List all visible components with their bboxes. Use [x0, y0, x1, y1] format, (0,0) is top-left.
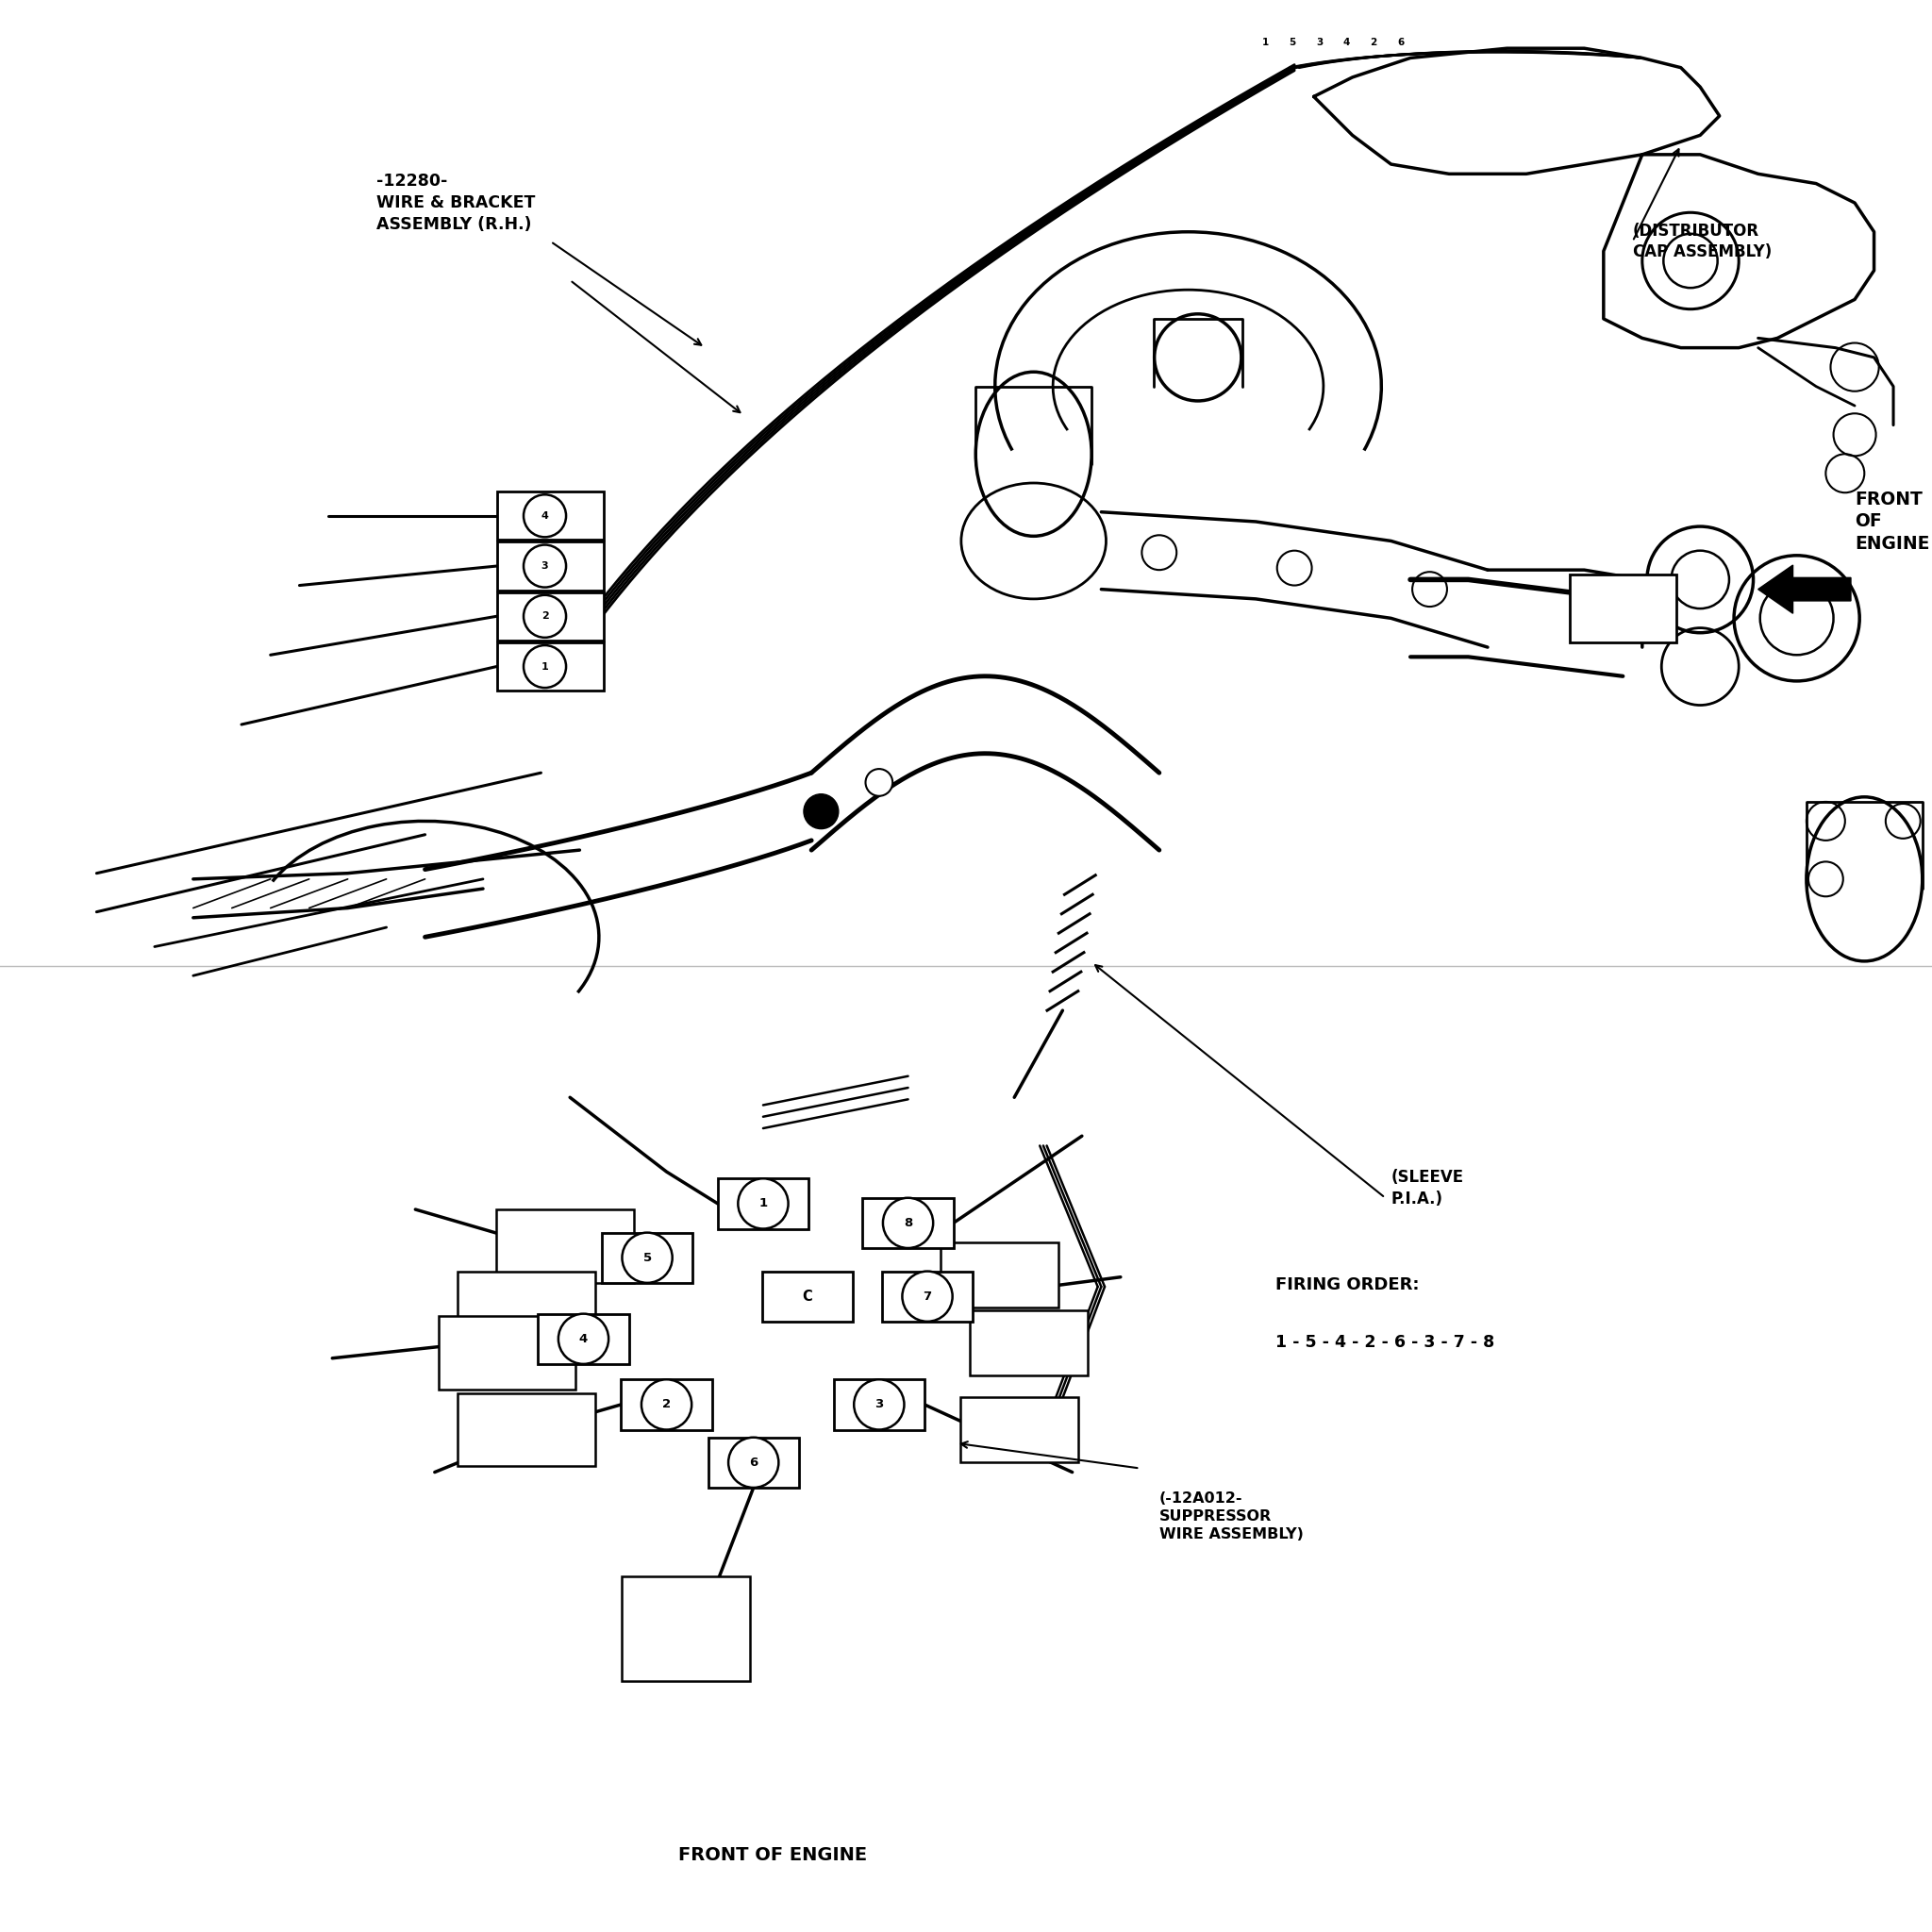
FancyBboxPatch shape: [960, 1397, 1078, 1463]
Text: 2: 2: [541, 612, 549, 620]
Circle shape: [902, 1271, 952, 1321]
FancyBboxPatch shape: [458, 1271, 595, 1345]
FancyBboxPatch shape: [881, 1271, 974, 1321]
Text: C: C: [802, 1289, 813, 1304]
Text: 5: 5: [1289, 39, 1296, 46]
FancyBboxPatch shape: [707, 1437, 800, 1488]
Text: 6: 6: [750, 1457, 757, 1468]
FancyBboxPatch shape: [1569, 574, 1677, 641]
Text: 1 - 5 - 4 - 2 - 6 - 3 - 7 - 8: 1 - 5 - 4 - 2 - 6 - 3 - 7 - 8: [1275, 1335, 1493, 1350]
Text: 1: 1: [541, 663, 549, 670]
FancyBboxPatch shape: [439, 1316, 576, 1389]
Text: 8: 8: [904, 1217, 912, 1229]
FancyBboxPatch shape: [497, 1209, 634, 1283]
Text: 3: 3: [1316, 39, 1323, 46]
Circle shape: [622, 1233, 672, 1283]
Text: 5: 5: [643, 1252, 651, 1264]
FancyBboxPatch shape: [497, 641, 603, 692]
FancyBboxPatch shape: [761, 1271, 854, 1321]
FancyBboxPatch shape: [537, 1314, 630, 1364]
Text: 3: 3: [875, 1399, 883, 1410]
Circle shape: [524, 595, 566, 638]
Circle shape: [558, 1314, 609, 1364]
FancyBboxPatch shape: [497, 591, 603, 641]
FancyBboxPatch shape: [970, 1310, 1088, 1376]
Text: 1: 1: [759, 1198, 767, 1209]
Text: (-12A012-
SUPPRESSOR
WIRE ASSEMBLY): (-12A012- SUPPRESSOR WIRE ASSEMBLY): [1159, 1492, 1304, 1542]
Circle shape: [738, 1179, 788, 1229]
Circle shape: [524, 495, 566, 537]
Text: 4: 4: [541, 512, 549, 520]
Circle shape: [641, 1379, 692, 1430]
FancyBboxPatch shape: [622, 1379, 711, 1430]
Text: 7: 7: [923, 1291, 931, 1302]
FancyBboxPatch shape: [497, 491, 603, 539]
Text: 6: 6: [1397, 39, 1405, 46]
Circle shape: [524, 545, 566, 587]
FancyBboxPatch shape: [497, 541, 603, 591]
FancyBboxPatch shape: [719, 1179, 808, 1229]
Circle shape: [728, 1437, 779, 1488]
FancyBboxPatch shape: [835, 1379, 923, 1430]
Text: FRONT
OF
ENGINE: FRONT OF ENGINE: [1855, 491, 1930, 553]
FancyBboxPatch shape: [458, 1393, 595, 1466]
FancyBboxPatch shape: [941, 1242, 1059, 1308]
FancyBboxPatch shape: [622, 1577, 750, 1681]
FancyBboxPatch shape: [862, 1198, 954, 1248]
Text: FRONT OF ENGINE: FRONT OF ENGINE: [678, 1845, 867, 1864]
Circle shape: [854, 1379, 904, 1430]
Text: 1: 1: [1262, 39, 1269, 46]
Text: FIRING ORDER:: FIRING ORDER:: [1275, 1277, 1418, 1293]
Circle shape: [866, 769, 893, 796]
Text: 4: 4: [580, 1333, 587, 1345]
Text: -12280-
WIRE & BRACKET
ASSEMBLY (R.H.): -12280- WIRE & BRACKET ASSEMBLY (R.H.): [377, 172, 535, 234]
Text: (SLEEVE
P.I.A.): (SLEEVE P.I.A.): [1391, 1169, 1464, 1208]
Circle shape: [524, 645, 566, 688]
Text: (DISTRIBUTOR
CAP ASSEMBLY): (DISTRIBUTOR CAP ASSEMBLY): [1633, 222, 1772, 261]
Text: 2: 2: [1370, 39, 1378, 46]
FancyArrow shape: [1758, 566, 1851, 614]
Text: 3: 3: [541, 562, 549, 570]
Circle shape: [883, 1198, 933, 1248]
Text: 4: 4: [1343, 39, 1350, 46]
Circle shape: [804, 794, 838, 829]
Text: 2: 2: [663, 1399, 670, 1410]
FancyBboxPatch shape: [603, 1233, 692, 1283]
